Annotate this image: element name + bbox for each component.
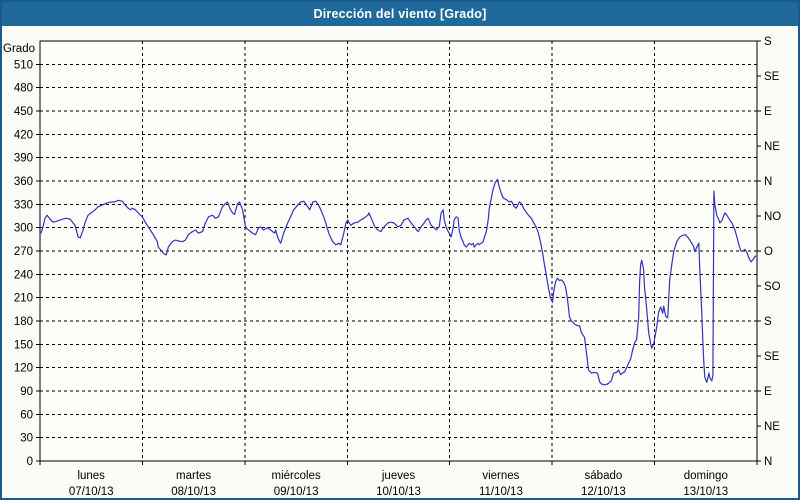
date-label: 07/10/13 xyxy=(69,486,114,498)
svg-text:300: 300 xyxy=(14,223,33,235)
svg-text:NE: NE xyxy=(764,141,780,153)
svg-text:210: 210 xyxy=(14,293,33,305)
x-axis: lunes 07/10/13 martes 08/10/13 miércoles 09/1… xyxy=(39,461,758,498)
svg-text:270: 270 xyxy=(14,246,33,258)
day-label: viernes xyxy=(482,470,519,482)
y-axis-left: 0 30 60 90 120 150 180 210 240 270 300 330 360 390 420… xyxy=(3,43,40,468)
svg-text:510: 510 xyxy=(14,59,33,71)
svg-text:240: 240 xyxy=(14,269,33,281)
svg-text:330: 330 xyxy=(14,199,33,211)
wind-direction-series xyxy=(39,178,758,386)
plot-background xyxy=(40,41,757,461)
svg-text:E: E xyxy=(764,106,772,118)
svg-text:S: S xyxy=(764,36,772,48)
svg-text:480: 480 xyxy=(14,83,33,95)
svg-text:450: 450 xyxy=(14,106,33,118)
date-label: 08/10/13 xyxy=(171,486,216,498)
svg-text:N: N xyxy=(764,176,772,188)
svg-text:NO: NO xyxy=(764,211,781,223)
y-axis-title: Grado xyxy=(3,43,35,55)
svg-text:90: 90 xyxy=(20,386,33,398)
chart-title: Dirección del viento [Grado] xyxy=(313,7,487,21)
svg-text:SO: SO xyxy=(764,281,781,293)
svg-text:S: S xyxy=(764,316,772,328)
svg-text:0: 0 xyxy=(27,456,33,468)
date-label: 11/10/13 xyxy=(479,486,523,498)
date-label: 12/10/13 xyxy=(581,486,626,498)
svg-text:30: 30 xyxy=(20,433,33,445)
svg-text:E: E xyxy=(764,386,772,398)
svg-text:NE: NE xyxy=(764,421,780,433)
wind-direction-line-chart: 0 30 60 90 120 150 180 210 240 270 300 330 360 390 420… xyxy=(3,36,781,498)
svg-text:O: O xyxy=(764,246,773,258)
date-label: 10/10/13 xyxy=(376,486,421,498)
svg-text:390: 390 xyxy=(14,153,33,165)
date-label: 13/10/13 xyxy=(683,486,728,498)
svg-text:420: 420 xyxy=(14,129,33,141)
svg-text:SE: SE xyxy=(764,351,780,363)
svg-text:N: N xyxy=(764,456,772,468)
day-label: jueves xyxy=(381,470,415,482)
day-label: lunes xyxy=(77,470,105,482)
day-label: sábado xyxy=(585,470,623,482)
day-label: domingo xyxy=(684,470,728,482)
chart-title-bar: Dirección del viento [Grado] xyxy=(2,2,798,26)
svg-text:180: 180 xyxy=(14,316,33,328)
svg-text:60: 60 xyxy=(20,409,33,421)
y-axis-right: N NE E SE S SO O NO N NE E SE S xyxy=(757,36,781,468)
gridlines xyxy=(40,41,757,461)
svg-text:360: 360 xyxy=(14,176,33,188)
day-label: martes xyxy=(176,470,211,482)
date-label: 09/10/13 xyxy=(274,486,319,498)
svg-text:SE: SE xyxy=(764,71,780,83)
svg-text:120: 120 xyxy=(14,363,33,375)
svg-text:150: 150 xyxy=(14,339,33,351)
chart-area: 0 30 60 90 120 150 180 210 240 270 300 330 360 390 420… xyxy=(2,26,798,498)
day-label: miércoles xyxy=(271,470,320,482)
